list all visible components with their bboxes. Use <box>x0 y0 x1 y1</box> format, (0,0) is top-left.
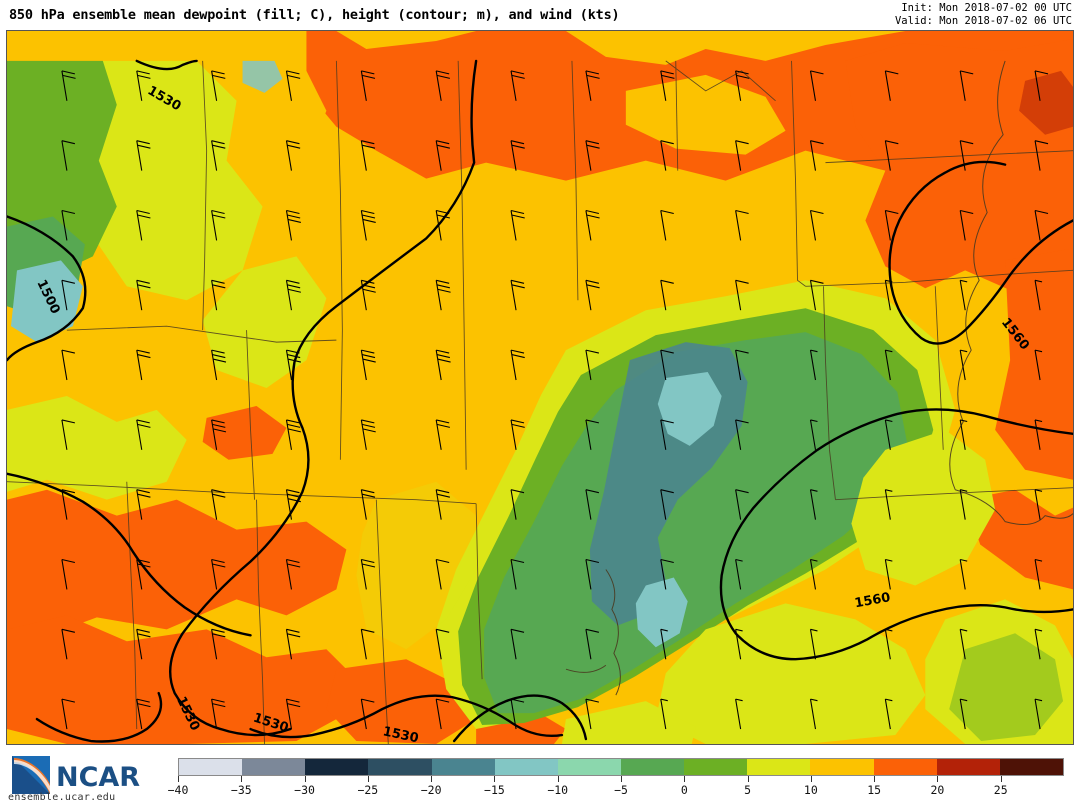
colorbar-tick <box>241 776 243 782</box>
colorbar-tick-label: −10 <box>547 783 569 797</box>
colorbar-segment <box>620 759 685 775</box>
colorbar-tick <box>178 776 179 782</box>
colorbar-swatches <box>178 758 1064 776</box>
colorbar-segment <box>557 759 621 775</box>
colorbar-tick <box>431 776 433 782</box>
colorbar-segment <box>368 759 432 775</box>
colorbar-tick-label: −30 <box>294 783 315 797</box>
footer: NCAR ensemble.ucar.edu −40 −35 −30 −25 −20 −1… <box>0 746 1080 810</box>
colorbar-tick <box>810 776 812 782</box>
colorbar-segment <box>179 759 243 775</box>
colorbar-tick <box>621 776 622 782</box>
colorbar-tick-label: −15 <box>484 783 505 797</box>
ncar-url-label[interactable]: ensemble.ucar.edu <box>8 792 116 803</box>
colorbar-tick-label: 0 <box>680 783 688 797</box>
colorbar-segment <box>747 759 811 775</box>
colorbar-tick-label: −20 <box>420 783 442 797</box>
colorbar-tick-label: 15 <box>867 783 882 797</box>
header: 850 hPa ensemble mean dewpoint (fill; C)… <box>0 0 1080 30</box>
colorbar-tick <box>1000 776 1002 782</box>
colorbar-tick <box>874 776 876 782</box>
colorbar-tick-label: 5 <box>744 783 752 797</box>
colorbar-tick-label: −35 <box>230 783 252 797</box>
colorbar-segment <box>936 759 1000 775</box>
colorbar-ticks: −40 −35 −30 −25 −20 −15 −10 −5 0 5 10 15 20 25 <box>168 776 1064 802</box>
page-title: 850 hPa ensemble mean dewpoint (fill; C)… <box>9 7 620 23</box>
colorbar-segment <box>999 759 1063 775</box>
colorbar-segment <box>810 759 874 775</box>
colorbar-tick <box>937 776 939 782</box>
colorbar-tick-label: 25 <box>993 783 1008 797</box>
map-canvas[interactable]: 1500 1530 1530 1530 1530 1560 1560 <box>6 30 1074 745</box>
colorbar-tick <box>684 776 686 782</box>
ncar-logo-text: NCAR <box>56 762 140 793</box>
colorbar-segment <box>431 759 495 775</box>
colorbar-tick <box>747 776 749 782</box>
colorbar-tick-label: 20 <box>930 783 945 797</box>
colorbar-tick <box>304 776 306 782</box>
colorbar-tick-label: 10 <box>803 783 818 797</box>
colorbar-segment <box>242 759 306 775</box>
contour-label: 1560 <box>853 590 891 611</box>
colorbar-tick <box>557 776 559 782</box>
colorbar-segment <box>494 759 558 775</box>
colorbar-segment <box>684 759 748 775</box>
colorbar-segment <box>305 759 369 775</box>
colorbar-segment <box>873 759 937 775</box>
valid-time-stamp: Init: Mon 2018-07-02 00 UTC Valid: Mon 2… <box>894 2 1072 27</box>
ncar-logo[interactable]: NCAR <box>6 750 171 806</box>
colorbar-tick-label: −25 <box>357 783 379 797</box>
colorbar-tick <box>494 776 496 782</box>
contour-label: 1530 <box>381 724 419 744</box>
colorbar: −40 −35 −30 −25 −20 −15 −10 −5 0 5 10 15 20 25 <box>168 758 1064 804</box>
colorbar-tick-label: −40 <box>167 783 189 797</box>
colorbar-tick <box>367 776 369 782</box>
colorbar-tick-label: −5 <box>614 783 628 797</box>
map-graphic: 1500 1530 1530 1530 1530 1560 1560 <box>7 31 1073 744</box>
